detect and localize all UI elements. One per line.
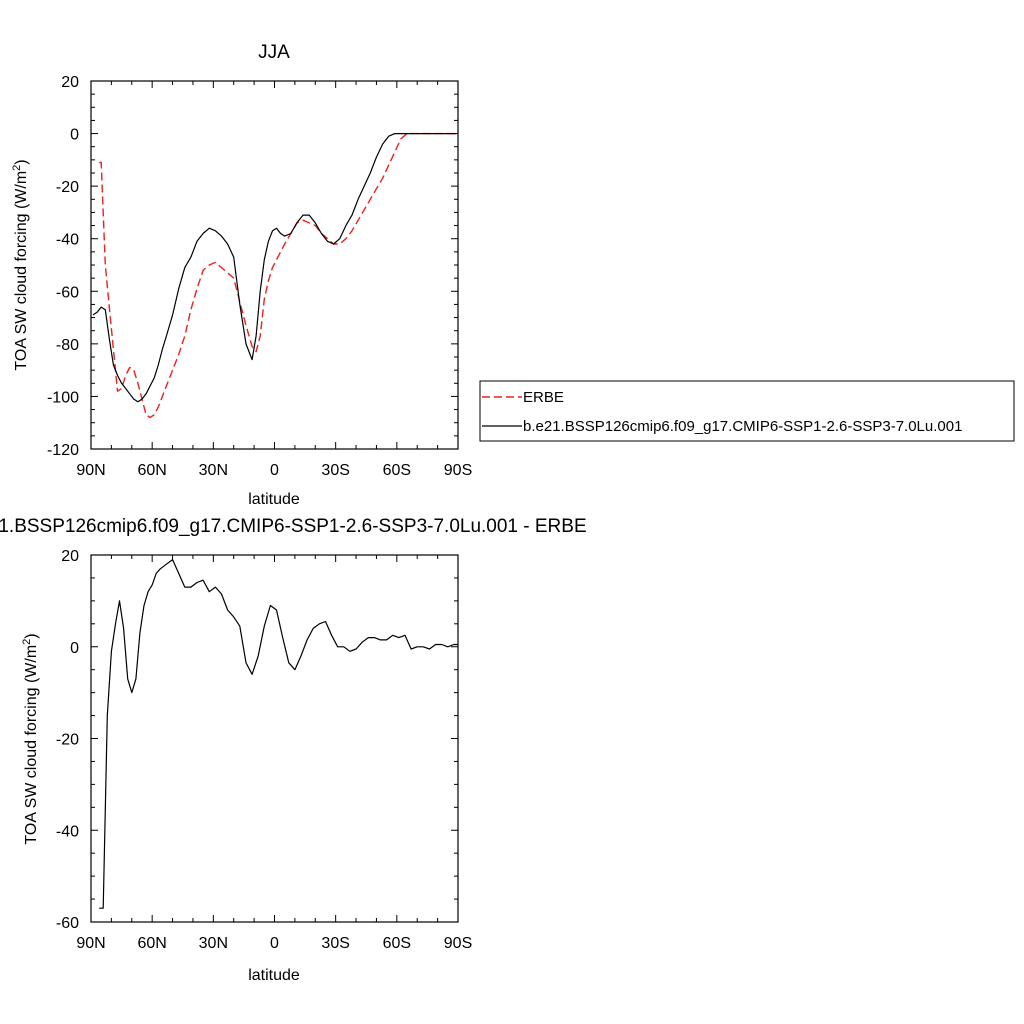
x-tick-label: 30S: [321, 462, 349, 479]
y-tick-label: -60: [56, 284, 79, 301]
y-tick-label: -20: [56, 732, 79, 749]
panel-top: JJA 90N 60N 30N 0 30S 60S 90S 20 0 -20 -40 -60 -80 -…: [11, 42, 472, 508]
x-tick-label: 90N: [76, 935, 105, 952]
panel-bottom: b.e21.BSSP126cmip6.f09_g17.CMIP6-SSP1-2.…: [0, 516, 587, 984]
series-line-erbe: [99, 132, 456, 419]
series-group-bottom: [99, 558, 458, 909]
y-tick-labels-top: 20 0 -20 -40 -60 -80 -100 -120: [47, 74, 79, 459]
y-tick-label: 0: [70, 640, 79, 657]
x-tick-label: 0: [270, 935, 279, 952]
x-tick-label: 90S: [444, 935, 472, 952]
x-axis-title-top: latitude: [248, 491, 300, 508]
x-tick-label: 90S: [444, 462, 472, 479]
x-tick-label: 30S: [321, 935, 349, 952]
y-tick-label: -20: [56, 179, 79, 196]
y-tick-label: -100: [47, 389, 79, 406]
y-tick-label: -80: [56, 337, 79, 354]
y-tick-label: 20: [61, 548, 79, 565]
plot-frame-bottom: [90, 554, 459, 923]
legend-box: [479, 380, 1015, 442]
x-axis-title-bottom: latitude: [248, 967, 300, 984]
y-axis-title-bottom: TOA SW cloud forcing (W/m2): [21, 633, 40, 844]
x-tick-label: 30N: [199, 935, 228, 952]
x-tick-label: 0: [270, 462, 279, 479]
x-tick-labels-bottom: 90N 60N 30N 0 30S 60S 90S: [76, 935, 472, 952]
y-tick-labels-bottom: 20 0 -20 -40 -60: [56, 548, 79, 932]
y-tick-label: -60: [56, 915, 79, 932]
legend: ERBE b.e21.BSSP126cmip6.f09_g17.CMIP6-SS…: [479, 380, 1015, 442]
plot-frame-top: [90, 80, 459, 450]
y-tick-label: -40: [56, 232, 79, 249]
series-line-model: [92, 133, 456, 403]
y-tick-label: -120: [47, 442, 79, 459]
y-axis-title-top: TOA SW cloud forcing (W/m2): [11, 159, 30, 370]
series-group-top: [92, 132, 456, 419]
y-tick-label: -40: [56, 823, 79, 840]
x-tick-label: 60S: [383, 462, 411, 479]
x-tick-labels-top: 90N 60N 30N 0 30S 60S 90S: [76, 462, 472, 479]
y-tick-label: 0: [70, 127, 79, 144]
x-tick-label: 60S: [383, 935, 411, 952]
y-tick-label: 20: [61, 74, 79, 91]
legend-label-model: b.e21.BSSP126cmip6.f09_g17.CMIP6-SSP1-2.…: [523, 418, 962, 435]
x-tick-label: 60N: [137, 935, 166, 952]
x-tick-label: 30N: [199, 462, 228, 479]
chart-title-bottom: b.e21.BSSP126cmip6.f09_g17.CMIP6-SSP1-2.…: [0, 516, 587, 537]
chart-title-top: JJA: [258, 42, 290, 63]
legend-label-erbe: ERBE: [523, 389, 564, 406]
series-line-difference: [99, 558, 458, 909]
tick-marks-bottom: [90, 554, 459, 923]
x-tick-label: 60N: [137, 462, 166, 479]
x-tick-label: 90N: [76, 462, 105, 479]
